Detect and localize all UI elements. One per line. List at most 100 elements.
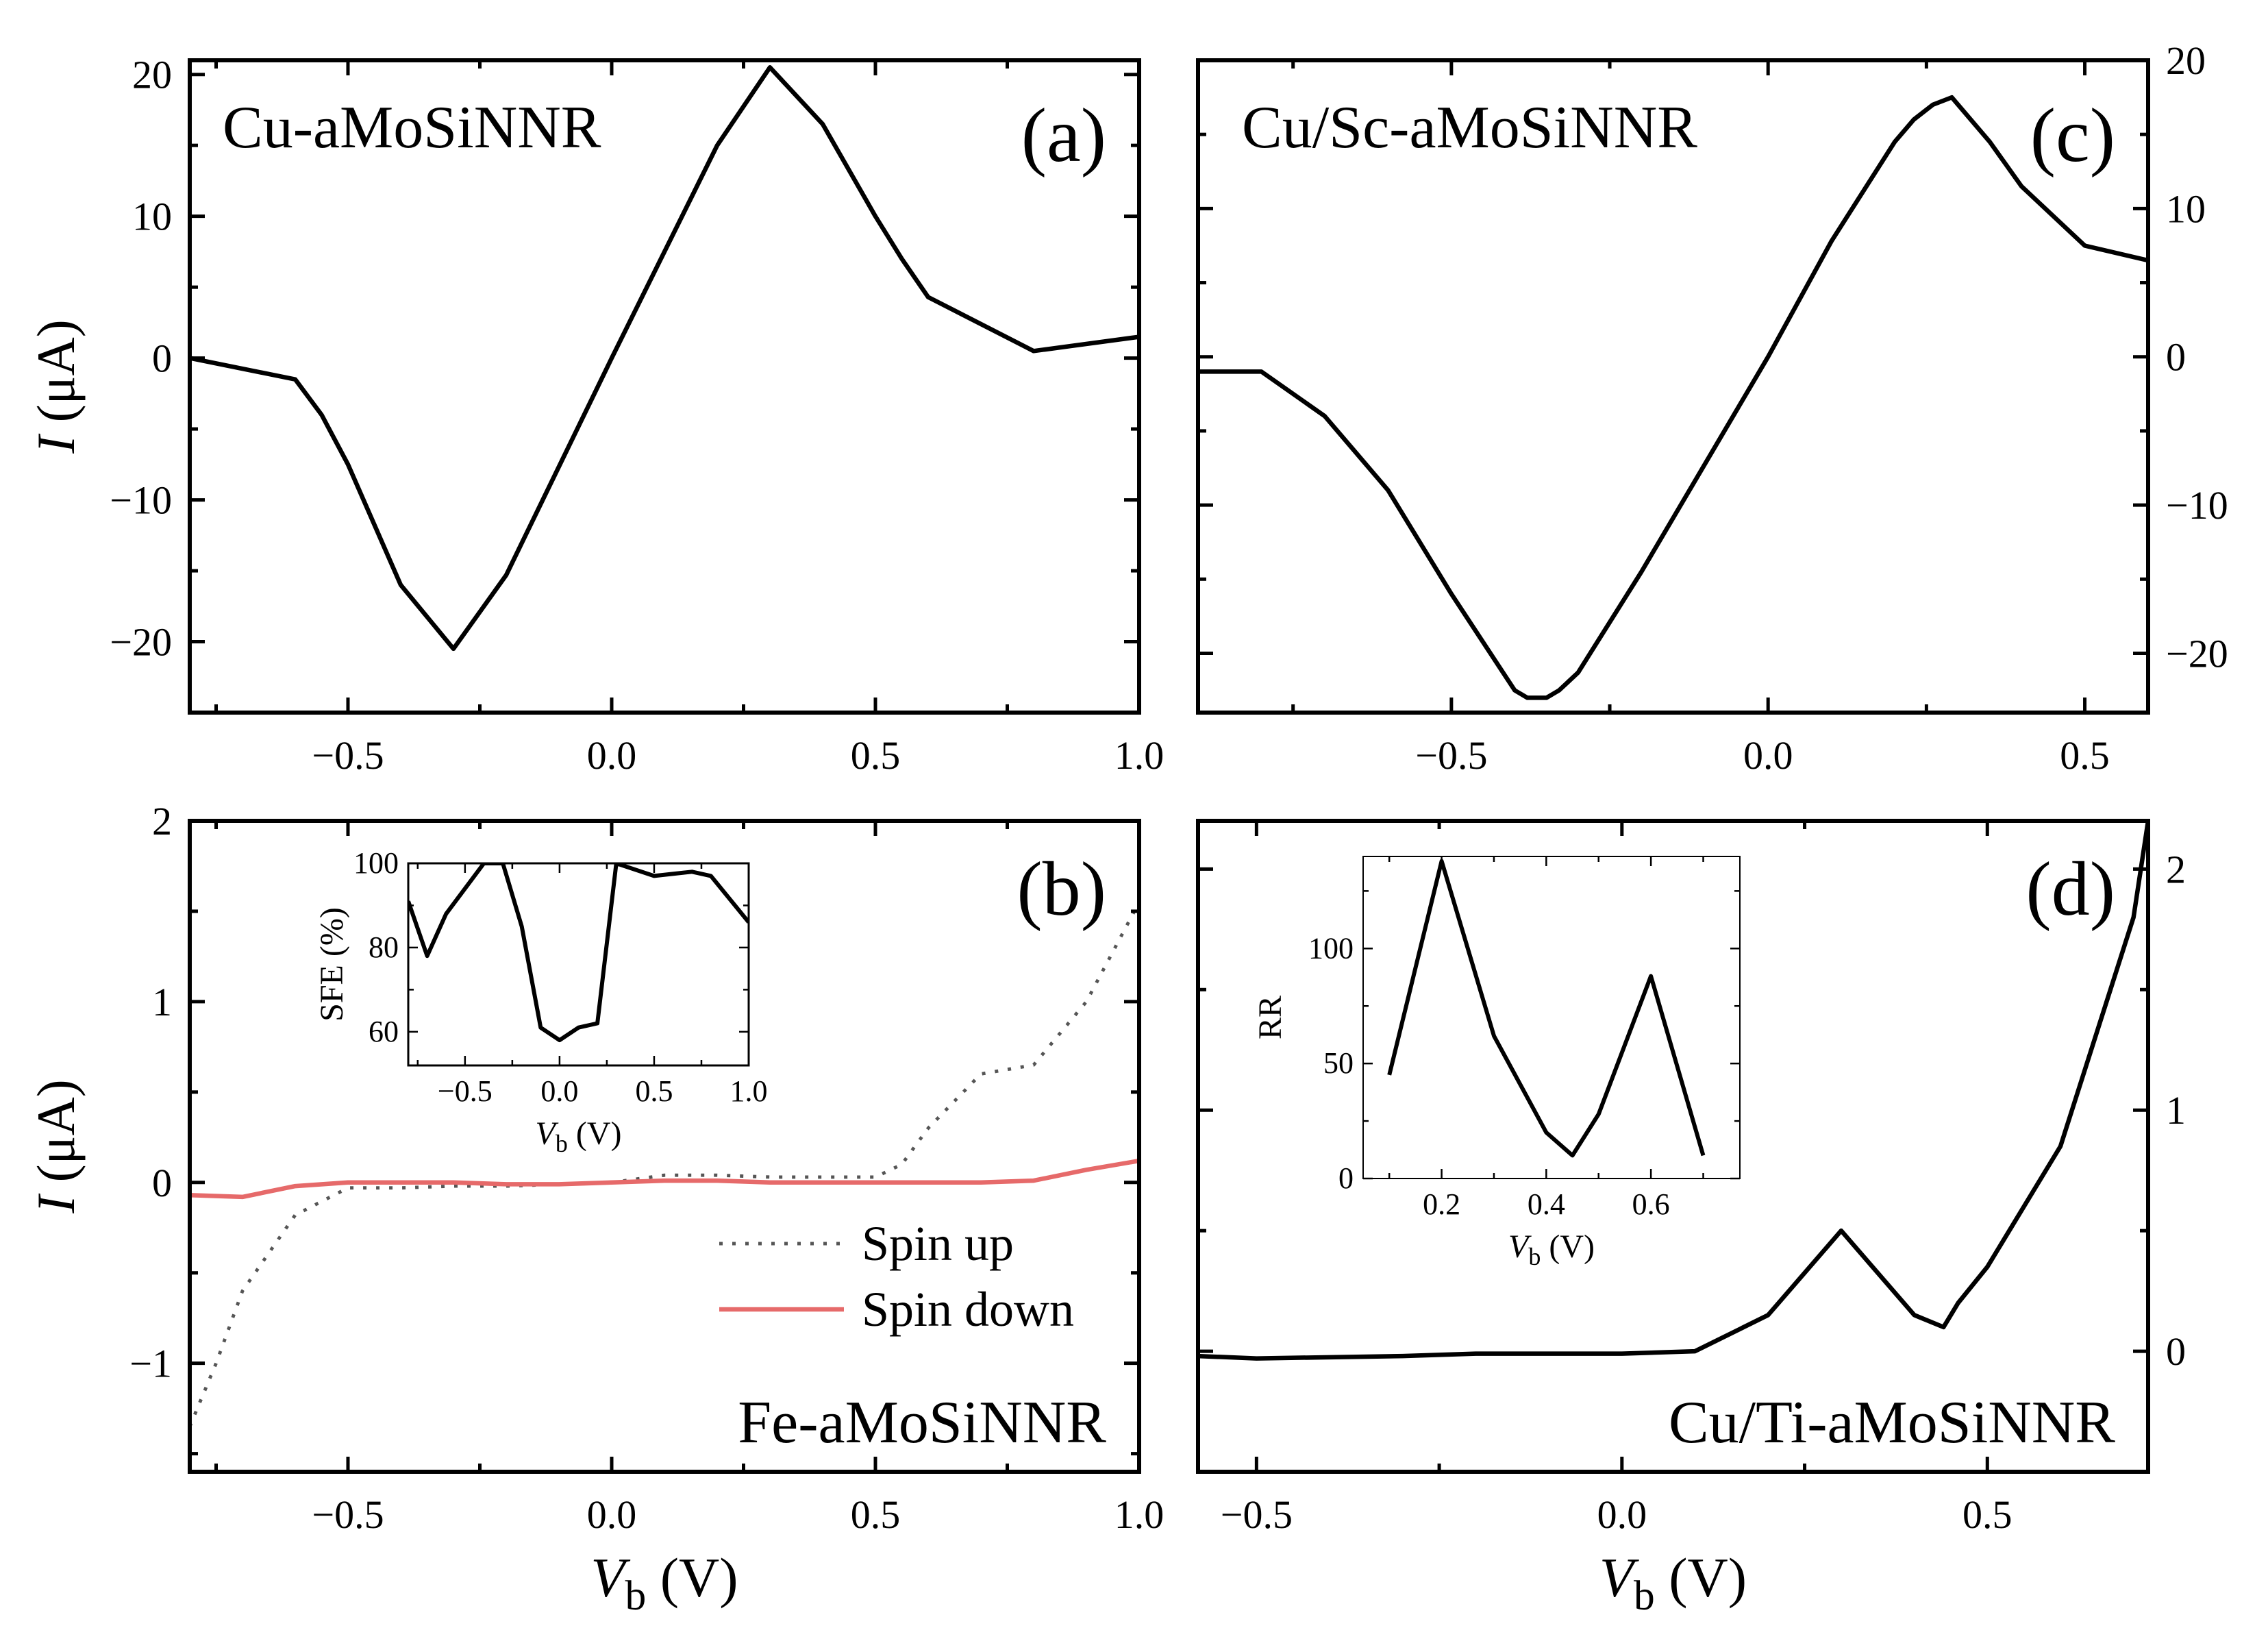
panel-a-ytick-label: 0 xyxy=(152,336,172,381)
panel-c-ytick-label: −10 xyxy=(2166,483,2228,528)
panel-d-ytick-label: 0 xyxy=(2166,1329,2186,1374)
panel-b-xlabel-symbol: V xyxy=(590,1546,630,1609)
panel-b-inset-xlabel-unit: (V) xyxy=(568,1115,622,1152)
panel-d-inset-xtick-label: 0.2 xyxy=(1423,1187,1460,1221)
panel-d-inset-ylabel: RR xyxy=(1252,996,1288,1039)
panel-c-xtick-label: −0.5 xyxy=(1415,733,1487,778)
panel-a-title: Cu-aMoSiNNR xyxy=(223,95,601,161)
panel-a-ytick-label: −10 xyxy=(110,478,172,523)
panel-b-inset-plot-area xyxy=(408,863,749,1043)
panel-b-inset-ytick-label: 80 xyxy=(369,930,399,964)
panel-a-series-line-0 xyxy=(190,65,1139,652)
panel-d-ytick-label: 1 xyxy=(2166,1088,2186,1133)
panel-a-xtick-label: 0.5 xyxy=(851,733,901,778)
panel-a-xtick-label: 0.0 xyxy=(587,733,637,778)
panel-c: −0.5 0.0 0.5 −20 −10 0 10 20 (c) Cu/Sc-aMoSiNNR xyxy=(1196,38,2228,778)
panel-d-inset-xlabel-subscript: b xyxy=(1528,1243,1541,1270)
panel-b-ylabel-symbol: I xyxy=(26,1193,86,1214)
panel-b-ylabel-unit: (μA) xyxy=(26,1079,86,1196)
panel-d-inset-ytick-label: 0 xyxy=(1338,1161,1354,1195)
panel-b-inset-xtick-label: −0.5 xyxy=(438,1074,493,1108)
panel-b-ytick-label: −1 xyxy=(129,1342,172,1386)
panel-a-ylabel: I (μA) xyxy=(26,319,86,454)
panel-b-series-line-0 xyxy=(190,901,1139,1427)
panel-a-ylabel-unit: (μA) xyxy=(26,319,86,436)
panel-d-inset-series-line-0 xyxy=(1387,859,1706,1158)
panel-b-inset-xtick-label: 0.0 xyxy=(540,1074,578,1108)
panel-d-xlabel: Vb (V) xyxy=(1599,1546,1747,1619)
panel-a-xtick-label: −0.5 xyxy=(312,733,384,778)
panel-d-letter: (d) xyxy=(2026,847,2115,932)
panel-d-title: Cu/Ti-aMoSiNNR xyxy=(1669,1390,2115,1456)
panel-a-frame xyxy=(188,58,1141,715)
panel-d-xtick-label: −0.5 xyxy=(1221,1492,1293,1537)
panel-a: −0.5 0.0 0.5 1.0 −20 −10 0 10 20 (a) Cu-aMoSiNNR I … xyxy=(26,53,1164,778)
panel-b-ylabel: I (μA) xyxy=(26,1079,86,1214)
panel-b-inset-frame xyxy=(407,862,750,1067)
panel-b-inset-ytick-label: 100 xyxy=(353,846,399,880)
panel-c-xtick-label: 0.5 xyxy=(2060,733,2110,778)
panel-b-xtick-label: −0.5 xyxy=(312,1492,384,1537)
panel-b-ytick-label: 2 xyxy=(152,799,172,843)
panel-d-inset-ytick-label: 100 xyxy=(1308,931,1354,965)
panel-c-ytick-label: 0 xyxy=(2166,335,2186,380)
panel-b-inset-xlabel: Vb (V) xyxy=(536,1115,622,1157)
panel-b-inset-xtick-label: 0.5 xyxy=(635,1074,673,1108)
panel-b-inset-series-line-0 xyxy=(408,863,749,1043)
panel-d-inset-plot-area xyxy=(1387,859,1706,1158)
panel-a-ytick-label: −20 xyxy=(110,620,172,665)
panel-b-ytick-label: 1 xyxy=(152,980,172,1024)
panel-d-series-line-0 xyxy=(1198,821,2148,1361)
panel-b-inset-xlabel-symbol: V xyxy=(536,1115,559,1152)
panel-d: −0.5 0.0 0.5 0 1 2 (d) Cu/Ti-aMoSiNNR Vb (V) 0.2 0… xyxy=(1196,819,2186,1619)
panel-d-inset-frame xyxy=(1362,856,1741,1179)
panel-d-inset-xlabel: Vb (V) xyxy=(1508,1229,1595,1270)
panel-c-plot-area xyxy=(1198,95,2148,700)
panel-c-series-line-0 xyxy=(1198,95,2148,700)
panel-b-inset-ytick-label: 60 xyxy=(369,1015,399,1048)
panel-c-ytick-label: 10 xyxy=(2166,186,2206,231)
panel-a-ytick-label: 20 xyxy=(132,53,172,97)
panel-b-xtick-label: 0.5 xyxy=(851,1492,901,1537)
panel-d-plot-area xyxy=(1198,821,2148,1361)
panel-c-letter: (c) xyxy=(2030,93,2115,178)
panel-b-plot-area xyxy=(190,901,1139,1427)
panel-c-xtick-label: 0.0 xyxy=(1743,733,1793,778)
panel-d-xlabel-subscript: b xyxy=(1634,1572,1655,1619)
panel-b-xlabel-unit: (V) xyxy=(646,1546,738,1609)
panel-a-letter: (a) xyxy=(1021,93,1106,178)
panel-b: −0.5 0.0 0.5 1.0 −1 0 1 2 (b) Fe-aMoSiNNR I (μA) Vb… xyxy=(26,799,1164,1619)
panel-b-legend-label: Spin down xyxy=(862,1282,1074,1337)
panel-d-inset-xtick-label: 0.4 xyxy=(1528,1187,1565,1221)
panel-c-frame xyxy=(1196,58,2150,715)
panel-b-xtick-label: 0.0 xyxy=(587,1492,637,1537)
panel-d-xlabel-symbol: V xyxy=(1599,1546,1639,1609)
panel-d-inset-xlabel-unit: (V) xyxy=(1541,1229,1595,1265)
panel-b-xtick-label: 1.0 xyxy=(1114,1492,1164,1537)
panel-d-inset-xlabel-symbol: V xyxy=(1508,1229,1532,1265)
panel-d-frame xyxy=(1196,819,2150,1474)
panel-b-inset-ylabel: SFE (%) xyxy=(314,907,350,1022)
panel-a-ytick-label: 10 xyxy=(132,195,172,239)
panel-b-series-line-1 xyxy=(190,1158,1139,1200)
panel-c-title: Cu/Sc-aMoSiNNR xyxy=(1242,95,1697,161)
panel-d-inset-ytick-label: 50 xyxy=(1323,1046,1354,1080)
panel-b-letter: (b) xyxy=(1017,847,1106,932)
panel-b-xlabel: Vb (V) xyxy=(590,1546,738,1619)
panel-b-frame xyxy=(188,819,1141,1474)
panel-d-inset: 0.2 0.4 0.6 0 50 100 RR Vb (V) xyxy=(1252,856,1741,1270)
panel-a-plot-area xyxy=(190,65,1139,652)
panel-b-inset-xtick-label: 1.0 xyxy=(730,1074,768,1108)
panel-a-ylabel-symbol: I xyxy=(26,433,86,454)
panel-d-xtick-label: 0.5 xyxy=(1962,1492,2012,1537)
panel-a-xtick-label: 1.0 xyxy=(1114,733,1164,778)
panel-d-xlabel-unit: (V) xyxy=(1655,1546,1747,1609)
panel-d-ytick-label: 2 xyxy=(2166,847,2186,891)
panel-d-xtick-label: 0.0 xyxy=(1597,1492,1647,1537)
panel-c-ytick-label: 20 xyxy=(2166,38,2206,83)
panel-b-xlabel-subscript: b xyxy=(625,1572,647,1619)
panel-b-legend-label: Spin up xyxy=(862,1216,1014,1271)
panel-c-ytick-label: −20 xyxy=(2166,631,2228,676)
